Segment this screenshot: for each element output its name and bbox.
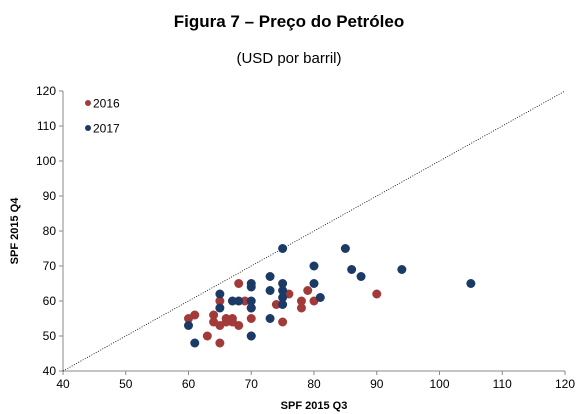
point	[240, 296, 250, 306]
point	[246, 282, 256, 292]
point	[209, 310, 219, 320]
point	[372, 289, 382, 299]
point	[271, 300, 281, 309]
point	[215, 289, 225, 299]
point	[278, 293, 288, 302]
y-tick-label: 120	[36, 84, 56, 98]
y-tick-label: 100	[36, 154, 56, 168]
y-tick-label: 40	[43, 364, 57, 378]
point	[184, 321, 193, 330]
point	[303, 286, 313, 295]
point	[278, 300, 288, 309]
point	[265, 314, 275, 323]
x-tick-label: 90	[370, 377, 384, 391]
point	[246, 331, 256, 341]
point	[278, 286, 288, 295]
y-tick-label: 80	[43, 224, 57, 238]
y-axis-label: SPF 2015 Q4	[9, 197, 21, 265]
point	[278, 317, 288, 327]
point	[190, 338, 200, 348]
y-tick-label: 50	[43, 329, 57, 343]
point	[278, 244, 288, 253]
x-tick-label: 70	[245, 377, 259, 391]
point	[215, 303, 225, 313]
x-tick-label: 40	[56, 377, 70, 391]
x-tick-label: 50	[119, 377, 133, 391]
legend-label: 2016	[93, 97, 120, 111]
point	[234, 296, 244, 306]
point	[246, 314, 256, 323]
point	[309, 279, 319, 288]
point	[209, 317, 219, 327]
y-tick-label: 90	[43, 189, 57, 203]
x-tick-label: 110	[493, 377, 512, 391]
chart-title: Figura 7 – Preço do Petróleo	[174, 12, 405, 31]
point	[246, 296, 256, 306]
point	[340, 244, 350, 253]
y-tick-label: 60	[43, 294, 57, 308]
point	[234, 279, 244, 288]
x-axis-label: SPF 2015 Q3	[281, 400, 348, 412]
point	[184, 314, 193, 323]
point	[221, 317, 231, 327]
y-tick-label: 110	[37, 119, 56, 133]
legend-marker	[85, 100, 91, 106]
point	[215, 296, 225, 306]
point	[347, 265, 357, 274]
point	[278, 279, 288, 288]
legend-marker	[85, 125, 91, 131]
legend-label: 2017	[93, 122, 120, 136]
point	[215, 338, 225, 348]
x-tick-label: 100	[429, 377, 449, 391]
point	[309, 261, 319, 271]
x-tick-label: 120	[555, 377, 575, 391]
point	[296, 303, 306, 313]
y-tick-label: 70	[43, 259, 57, 273]
reference-line	[62, 90, 566, 372]
point	[356, 272, 366, 281]
point	[296, 296, 306, 306]
point	[265, 286, 275, 295]
point	[265, 272, 275, 281]
point	[397, 265, 407, 274]
x-tick-label: 60	[182, 377, 196, 391]
x-tick-label: 80	[307, 377, 321, 391]
point	[246, 303, 256, 313]
point	[466, 279, 476, 288]
point	[227, 296, 237, 306]
point	[202, 331, 212, 341]
chart-subtitle: (USD por barril)	[236, 50, 341, 67]
point	[315, 293, 325, 302]
